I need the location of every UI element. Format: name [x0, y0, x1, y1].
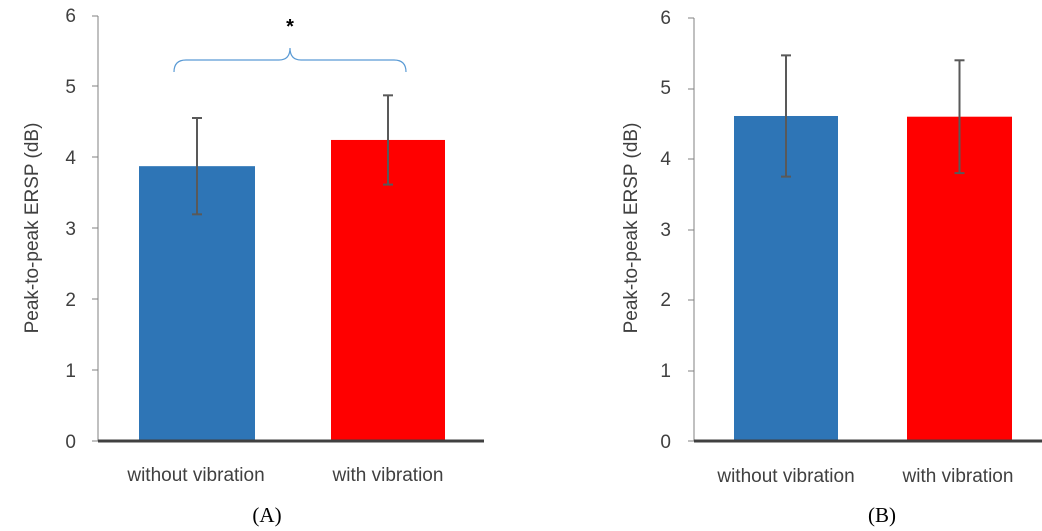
significance-bracket: [173, 47, 407, 73]
panel-a: Peak-to-peak ERSP (dB) 0 1 2 3 4 5 6 wit…: [22, 6, 484, 527]
y-tick-label: 1: [660, 361, 671, 382]
y-tick-label: 0: [65, 432, 76, 453]
error-bar-with-vibration: [383, 94, 393, 186]
panel-label-b: (B): [868, 503, 896, 527]
y-tick-label: 3: [660, 220, 671, 241]
y-tick-label: 5: [660, 78, 671, 99]
y-tick-marks: [688, 17, 694, 442]
y-tick-label: 4: [660, 149, 671, 170]
y-tick-label: 6: [660, 8, 671, 29]
y-tick-label: 0: [660, 432, 671, 453]
panel-label-a: (A): [252, 503, 281, 527]
y-axis-label: Peak-to-peak ERSP (dB): [22, 123, 43, 334]
panel-b: Peak-to-peak ERSP (dB) 0 1 2 3 4 5 6 wit…: [621, 8, 1042, 527]
y-tick-label: 4: [65, 148, 76, 169]
y-tick-label: 3: [65, 219, 76, 240]
y-tick-label: 1: [65, 361, 76, 382]
y-ticks: 0 1 2 3 4 5 6: [660, 8, 671, 453]
x-category-label: without vibration: [126, 465, 264, 486]
y-tick-label: 2: [660, 290, 671, 311]
x-category-label: without vibration: [716, 466, 854, 487]
error-bar-with-vibration: [954, 59, 965, 175]
error-bar-without-vibration: [781, 54, 791, 178]
error-bar-without-vibration: [192, 117, 202, 216]
y-tick-label: 6: [65, 6, 76, 27]
y-tick-label: 2: [65, 290, 76, 311]
y-tick-marks: [92, 15, 98, 442]
bar-with-vibration: [331, 139, 445, 442]
x-category-label: with vibration: [902, 466, 1014, 487]
y-tick-label: 5: [65, 77, 76, 98]
y-axis-label: Peak-to-peak ERSP (dB): [621, 123, 642, 334]
significance-marker: *: [286, 16, 294, 38]
y-ticks: 0 1 2 3 4 5 6: [65, 6, 76, 453]
x-category-label: with vibration: [332, 465, 444, 486]
